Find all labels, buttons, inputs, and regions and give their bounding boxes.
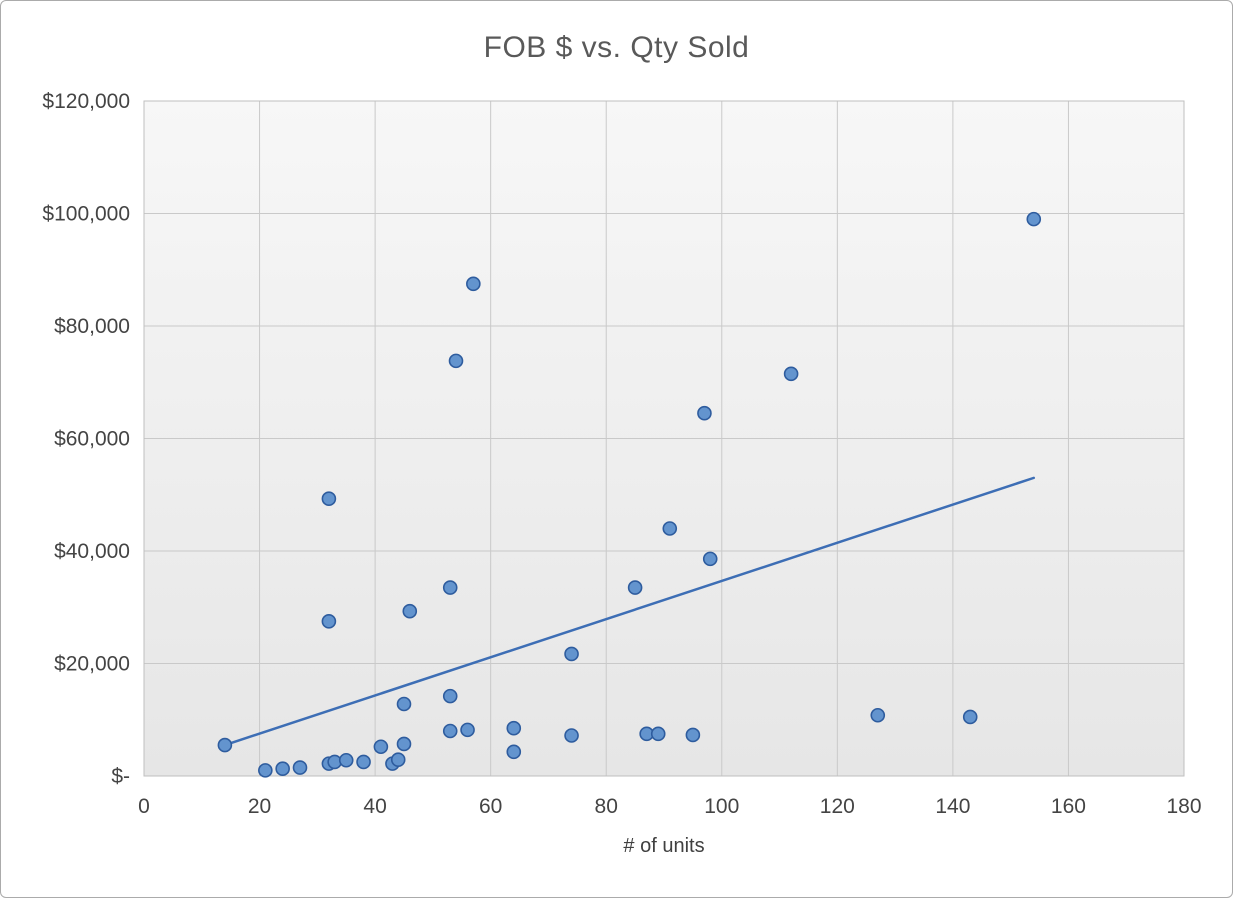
data-point bbox=[442, 723, 458, 739]
data-point bbox=[685, 727, 701, 743]
x-tick-label: 60 bbox=[479, 795, 502, 818]
data-point bbox=[564, 728, 579, 743]
data-point bbox=[396, 736, 412, 752]
data-point bbox=[442, 580, 458, 595]
y-tick-label: $60,000 bbox=[54, 428, 130, 451]
x-tick-label: 0 bbox=[138, 795, 150, 818]
data-point bbox=[338, 752, 354, 768]
data-point bbox=[390, 752, 406, 767]
data-point bbox=[564, 646, 579, 662]
data-point bbox=[466, 276, 481, 292]
y-tick-label: $120,000 bbox=[42, 90, 130, 113]
y-tick-label: $40,000 bbox=[54, 540, 130, 563]
data-point bbox=[702, 551, 718, 567]
data-point bbox=[697, 405, 712, 421]
data-point bbox=[275, 761, 290, 776]
x-tick-label: 180 bbox=[1166, 795, 1201, 818]
data-point bbox=[650, 726, 666, 742]
data-point bbox=[662, 521, 678, 536]
data-point bbox=[460, 722, 475, 738]
y-tick-label: $- bbox=[111, 765, 130, 788]
data-point bbox=[448, 353, 464, 369]
plot-border bbox=[143, 100, 1185, 777]
data-point bbox=[292, 760, 308, 775]
data-point bbox=[506, 744, 522, 760]
x-tick-label: 80 bbox=[595, 795, 618, 818]
data-point bbox=[442, 688, 458, 704]
data-point bbox=[373, 739, 389, 755]
x-tick-label: 20 bbox=[248, 795, 271, 818]
data-point bbox=[1026, 211, 1042, 227]
data-point bbox=[258, 763, 273, 778]
data-point bbox=[217, 737, 233, 753]
data-point bbox=[356, 754, 371, 770]
y-tick-label: $80,000 bbox=[54, 315, 130, 338]
data-point bbox=[506, 720, 522, 736]
data-point bbox=[402, 603, 418, 619]
data-point bbox=[321, 491, 337, 506]
data-point bbox=[396, 696, 412, 712]
x-tick-label: 100 bbox=[704, 795, 739, 818]
x-tick-label: 140 bbox=[935, 795, 970, 818]
x-tick-label: 160 bbox=[1051, 795, 1086, 818]
y-tick-label: $20,000 bbox=[54, 653, 130, 676]
x-tick-label: 120 bbox=[820, 795, 855, 818]
data-point bbox=[321, 614, 337, 629]
data-point bbox=[783, 366, 799, 382]
y-tick-label: $100,000 bbox=[42, 203, 130, 226]
trendline bbox=[223, 476, 1036, 747]
data-point bbox=[962, 709, 978, 725]
data-point bbox=[627, 580, 643, 595]
data-point bbox=[870, 707, 886, 723]
x-tick-label: 40 bbox=[363, 795, 386, 818]
